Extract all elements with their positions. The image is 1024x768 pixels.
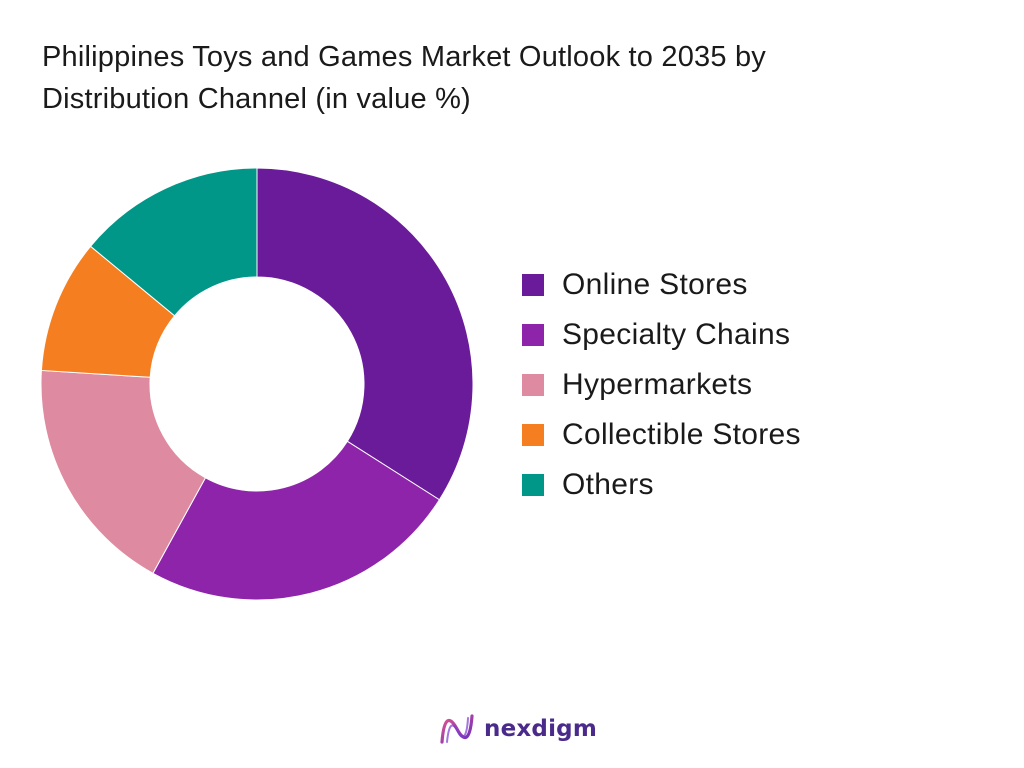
donut-slice-specialty-chains <box>152 440 441 601</box>
donut-slice-others <box>89 167 258 317</box>
donut-slice-hypermarkets <box>40 369 207 574</box>
chart-title-line-2: Distribution Channel (in value %) <box>42 83 471 115</box>
chart-title: Philippines Toys and Games Market Outloo… <box>42 36 942 120</box>
legend-swatch <box>522 474 544 496</box>
chart-legend: Online Stores Specialty Chains Hypermark… <box>522 260 801 510</box>
legend-label: Others <box>562 468 654 501</box>
legend-label: Online Stores <box>562 268 748 301</box>
legend-item-collectible-stores: Collectible Stores <box>522 410 801 460</box>
legend-label: Collectible Stores <box>562 418 801 451</box>
legend-label: Specialty Chains <box>562 318 791 351</box>
legend-swatch <box>522 424 544 446</box>
legend-item-specialty-chains: Specialty Chains <box>522 310 801 360</box>
donut-slice-online-stores <box>256 167 474 501</box>
donut-chart <box>40 167 474 601</box>
chart-title-line-1: Philippines Toys and Games Market Outloo… <box>42 41 766 73</box>
brand-name: nexdigm <box>484 716 597 742</box>
legend-label: Hypermarkets <box>562 368 753 401</box>
legend-swatch <box>522 274 544 296</box>
nexdigm-logo-icon <box>440 714 474 744</box>
brand-logo: nexdigm <box>438 712 597 746</box>
legend-item-hypermarkets: Hypermarkets <box>522 360 801 410</box>
legend-swatch <box>522 324 544 346</box>
legend-item-online-stores: Online Stores <box>522 260 801 310</box>
legend-item-others: Others <box>522 460 801 510</box>
legend-swatch <box>522 374 544 396</box>
